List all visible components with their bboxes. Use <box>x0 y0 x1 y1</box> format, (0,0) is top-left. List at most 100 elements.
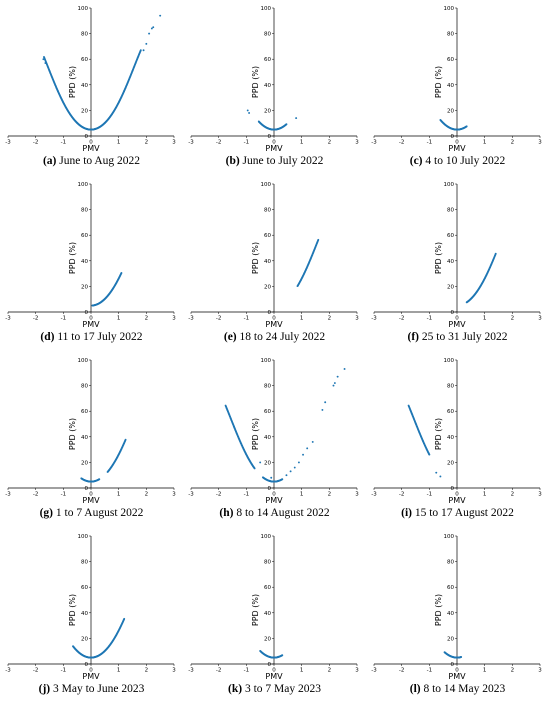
chart-svg-c: -3 -2 -1 0 1 2 3 0 20 40 60 80 100 PMV PPD (%) <box>371 6 542 153</box>
chart-svg-i: -3 -2 -1 0 1 2 3 0 20 40 60 80 100 PMV PPD (%) <box>371 358 542 505</box>
x-tick-label: 1 <box>300 668 304 674</box>
caption-text: 3 to 7 May 2023 <box>242 683 321 695</box>
x-tick-label: 2 <box>145 140 149 146</box>
chart-svg-h: -3 -2 -1 0 1 2 3 0 20 40 60 80 100 PMV PPD (%) <box>188 358 359 505</box>
caption-label: (k) <box>228 683 243 695</box>
y-tick-label: 80 <box>264 32 271 38</box>
y-tick-label: 40 <box>81 435 88 441</box>
y-axis-label: PPD (%) <box>434 242 443 274</box>
x-tick-label: -2 <box>33 316 38 322</box>
x-tick-label: -1 <box>61 316 66 322</box>
x-axis-label: PMV <box>82 496 100 505</box>
x-tick-label: 3 <box>538 140 542 146</box>
x-tick-label: -3 <box>188 668 194 674</box>
y-tick-label: 40 <box>81 83 88 89</box>
y-tick-label: 40 <box>264 435 271 441</box>
panel-caption: (e) 18 to 24 July 2022 <box>183 331 366 343</box>
x-tick-label: 1 <box>483 668 487 674</box>
data-point <box>285 474 288 477</box>
data-point <box>44 62 47 64</box>
data-point <box>248 112 251 114</box>
data-series-segment <box>72 617 126 659</box>
y-tick-label: 0 <box>268 486 272 492</box>
y-tick-label: 100 <box>444 6 455 12</box>
y-tick-label: 0 <box>451 486 455 492</box>
x-tick-label: 2 <box>511 140 515 146</box>
y-tick-label: 0 <box>268 310 272 316</box>
data-point <box>152 26 155 29</box>
x-tick-label: -2 <box>33 668 38 674</box>
y-tick-label: 40 <box>264 259 271 265</box>
data-point <box>311 440 314 443</box>
caption-text: 3 May to June 2023 <box>50 683 145 695</box>
y-tick-label: 60 <box>81 57 88 63</box>
x-tick-label: 2 <box>511 492 515 498</box>
y-tick-label: 100 <box>261 6 272 12</box>
caption-text: 11 to 17 July 2022 <box>54 331 143 343</box>
y-axis-label: PPD (%) <box>251 66 260 98</box>
data-series-segment <box>76 121 106 131</box>
x-axis-label: PMV <box>448 144 466 153</box>
x-tick-label: -2 <box>399 668 404 674</box>
caption-label: (j) <box>38 683 51 695</box>
x-tick-label: -1 <box>427 492 432 498</box>
panel-caption: (l) 8 to 14 May 2023 <box>366 683 549 695</box>
y-axis-label: PPD (%) <box>68 594 77 626</box>
caption-label: (e) <box>223 331 237 343</box>
data-series-segment <box>439 118 468 131</box>
y-tick-label: 20 <box>447 460 454 466</box>
x-tick-label: -1 <box>61 668 66 674</box>
chart-panel-a: -3 -2 -1 0 1 2 3 0 20 40 60 80 100 PMV PPD (%) (a) June… <box>0 0 183 176</box>
panel-caption: (j) 3 May to June 2023 <box>0 683 183 695</box>
data-point <box>336 375 339 378</box>
data-point <box>123 617 126 620</box>
data-series-segment <box>259 649 284 659</box>
x-axis-label: PMV <box>265 496 283 505</box>
x-tick-label: -3 <box>371 140 377 146</box>
y-tick-label: 100 <box>261 358 272 364</box>
y-tick-label: 100 <box>444 182 455 188</box>
data-point <box>148 32 151 35</box>
x-tick-label: -1 <box>244 140 249 146</box>
chart-panel-j: -3 -2 -1 0 1 2 3 0 20 40 60 80 100 PMV PPD (%) (j) 3 Ma… <box>0 528 183 704</box>
x-tick-label: -1 <box>244 492 249 498</box>
x-tick-label: -3 <box>188 492 194 498</box>
x-tick-label: -1 <box>61 492 66 498</box>
data-point <box>428 453 431 456</box>
data-point <box>98 478 101 481</box>
x-tick-label: -1 <box>61 140 66 146</box>
x-tick-label: -2 <box>33 140 38 146</box>
x-tick-label: 0 <box>455 140 459 146</box>
x-tick-label: -3 <box>5 492 11 498</box>
x-tick-label: 1 <box>117 140 121 146</box>
chart-panel-i: -3 -2 -1 0 1 2 3 0 20 40 60 80 100 PMV PPD (%) (i) 15 t… <box>366 352 549 528</box>
y-tick-label: 60 <box>264 57 271 63</box>
x-tick-label: 2 <box>328 668 332 674</box>
chart-svg-f: -3 -2 -1 0 1 2 3 0 20 40 60 80 100 PMV PPD (%) <box>371 182 542 329</box>
y-tick-label: 0 <box>85 662 89 668</box>
x-tick-label: 1 <box>117 668 121 674</box>
y-tick-label: 20 <box>447 636 454 642</box>
x-tick-label: 3 <box>172 492 176 498</box>
chart-svg-k: -3 -2 -1 0 1 2 3 0 20 40 60 80 100 PMV PPD (%) <box>188 534 359 681</box>
x-tick-label: 1 <box>117 492 121 498</box>
x-tick-label: -1 <box>427 140 432 146</box>
data-point <box>435 471 438 474</box>
x-tick-label: -3 <box>5 668 11 674</box>
x-tick-label: 3 <box>172 140 176 146</box>
x-tick-label: -2 <box>216 316 221 322</box>
x-axis-label: PMV <box>82 144 100 153</box>
x-tick-label: -2 <box>216 140 221 146</box>
x-tick-label: 0 <box>89 316 93 322</box>
y-tick-label: 0 <box>85 134 89 140</box>
x-tick-label: 0 <box>455 492 459 498</box>
data-point <box>295 117 298 120</box>
y-tick-label: 100 <box>444 358 455 364</box>
x-tick-label: 2 <box>145 492 149 498</box>
caption-text: 25 to 31 July 2022 <box>419 331 508 343</box>
y-tick-label: 0 <box>268 134 272 140</box>
x-tick-label: 1 <box>300 140 304 146</box>
y-tick-label: 100 <box>78 182 89 188</box>
y-tick-label: 100 <box>78 358 89 364</box>
y-tick-label: 60 <box>81 585 88 591</box>
